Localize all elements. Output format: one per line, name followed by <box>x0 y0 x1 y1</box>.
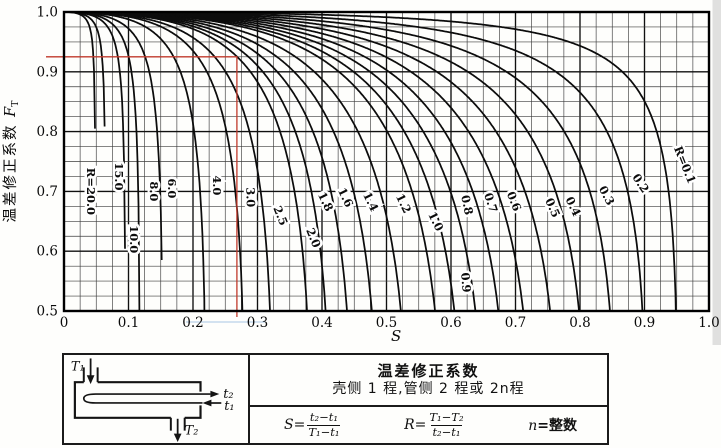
ft-correction-chart: R=20.0 15.0 10.0 8.0 6.0 4.0 3.0 2.5 2.0 1.8 1.6 1.… <box>2 0 721 345</box>
curve-label-20: R=20.0 <box>84 168 98 215</box>
chart-svg: R=20.0 15.010.08.0 6.0 4.03.02.52.01.81.6 1.… <box>2 0 721 345</box>
y-tick-0.9: 0.9 <box>37 64 58 80</box>
legend-box: T₁ t₂ t₁ T₂ 温差修正系数 壳侧 1 程,管侧 2 程或 2n程 S=… <box>62 353 609 445</box>
x-axis-title: S <box>391 327 401 345</box>
shell-inlet-arrow <box>89 358 92 377</box>
x-tick-0.6: 0.6 <box>440 315 461 331</box>
formula-n: n=整数 <box>528 418 577 434</box>
legend-subtitle: 壳侧 1 程,管侧 2 程或 2n程 <box>332 380 525 397</box>
curve-label-8: 8.0 <box>147 181 161 201</box>
label-t1: t₁ <box>224 399 234 414</box>
x-tick-0.1: 0.1 <box>118 315 139 331</box>
construction-line <box>46 56 238 317</box>
plot-frame <box>62 10 711 313</box>
u-tube <box>82 393 211 404</box>
legend-title: 温差修正系数 <box>377 362 480 381</box>
x-tick-0.4: 0.4 <box>311 315 332 331</box>
curve-label-6: 6.0 <box>165 178 179 198</box>
shell-outline <box>73 367 202 431</box>
legend-title-block: 温差修正系数 壳侧 1 程,管侧 2 程或 2n程 <box>250 355 607 405</box>
tube-outlet-arrow <box>210 390 220 398</box>
x-tick-1.0: 1.0 <box>698 315 719 331</box>
formula-s-fraction: t₂−t₁ T₁−t₁ <box>307 410 341 439</box>
x-tick-0.5: 0.5 <box>376 315 397 331</box>
label-T2: T₂ <box>185 424 199 439</box>
curve-label-15: 15.0 <box>112 162 126 190</box>
x-tick-0.9: 0.9 <box>634 315 655 331</box>
y-axis-title: 温差修正系数 FT <box>2 100 21 223</box>
y-tick-0.6: 0.6 <box>37 244 58 260</box>
exchanger-diagram: T₁ t₂ t₁ T₂ <box>71 358 235 443</box>
x-tick-0.3: 0.3 <box>247 315 268 331</box>
y-tick-0.7: 0.7 <box>37 184 58 200</box>
label-T1: T₁ <box>71 359 85 374</box>
axis-ticks: 0 0.1 0.2 0.3 0.4 0.5 0.6 0.7 0.8 0.9 1.0 1.0 0.9 0.8… <box>37 5 720 332</box>
label-t2: t₂ <box>223 387 233 402</box>
curve-label-4: 4.0 <box>210 175 224 195</box>
x-tick-0: 0 <box>60 315 69 331</box>
x-tick-0.7: 0.7 <box>505 315 526 331</box>
formula-r-lhs: R= <box>404 417 427 433</box>
shell-outlet-arrow <box>176 418 179 435</box>
legend-text-cell: 温差修正系数 壳侧 1 程,管侧 2 程或 2n程 S= t₂−t₁ T₁−t₁… <box>250 355 607 443</box>
formula-r-fraction: T₁−T₂ t₂−t₁ <box>429 410 464 439</box>
formula-s-lhs: S= <box>284 417 306 433</box>
scan-edge-shade <box>712 0 721 345</box>
y-tick-0.8: 0.8 <box>37 124 58 140</box>
x-tick-0.8: 0.8 <box>569 315 590 331</box>
formula-r: R= T₁−T₂ t₂−t₁ <box>404 410 464 439</box>
stream-labels: T₁ t₂ t₁ T₂ <box>71 359 235 438</box>
curve-label-10: 10.0 <box>127 225 141 253</box>
legend-formulas: S= t₂−t₁ T₁−t₁ R= T₁−T₂ t₂−t₁ n=整数 <box>250 405 607 443</box>
y-tick-0.5: 0.5 <box>37 304 58 320</box>
y-tick-1.0: 1.0 <box>37 5 58 21</box>
tube-inlet-arrow <box>208 402 222 404</box>
flow-arrows <box>86 358 222 443</box>
formula-s: S= t₂−t₁ T₁−t₁ <box>284 410 341 439</box>
exchanger-diagram-cell: T₁ t₂ t₁ T₂ <box>64 355 250 443</box>
x-tick-0.2: 0.2 <box>182 315 203 331</box>
curve-label-0.9: 0.9 <box>458 272 474 293</box>
curve-label-3: 3.0 <box>243 187 258 207</box>
